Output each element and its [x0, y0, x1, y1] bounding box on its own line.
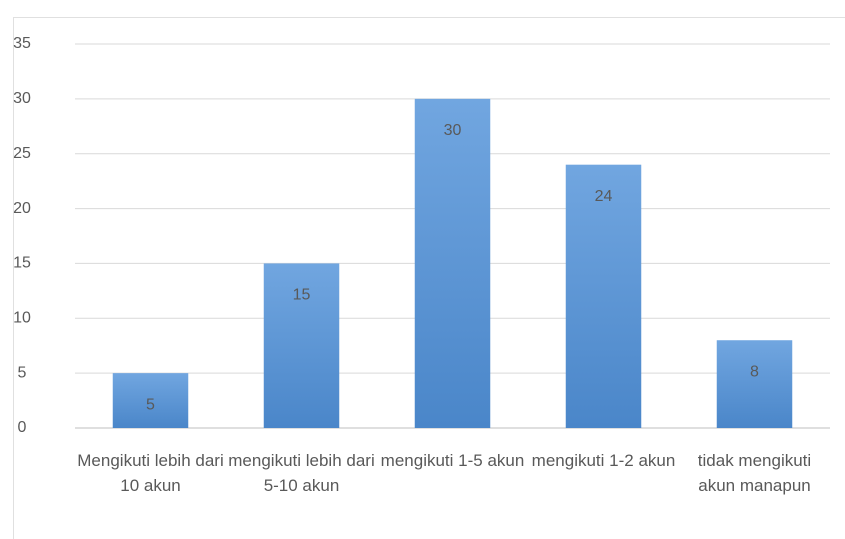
y-tick-label: 0: [18, 419, 27, 436]
bar: [716, 340, 793, 428]
data-label: 5: [146, 396, 155, 413]
y-tick-label: 25: [13, 145, 31, 162]
data-label: 24: [595, 188, 613, 205]
chart-border: [13, 17, 845, 539]
data-label: 8: [750, 363, 759, 380]
x-tick-label: mengikuti 1-5 akun: [380, 451, 525, 470]
bar: [112, 373, 189, 428]
y-tick-label: 20: [13, 200, 31, 217]
y-tick-label: 35: [13, 35, 31, 52]
x-tick-label: Mengikuti lebih dari 10 akun: [77, 451, 224, 495]
x-tick-label: tidak mengikuti akun manapun: [697, 451, 812, 495]
y-tick-label: 15: [13, 255, 31, 272]
bar: [414, 98, 491, 428]
y-tick-label: 30: [13, 90, 31, 107]
bar: [263, 263, 340, 428]
y-tick-label: 5: [18, 364, 27, 381]
data-label: 30: [444, 122, 462, 139]
x-tick-label: mengikuti 1-2 akun: [531, 451, 676, 470]
data-label: 15: [293, 287, 311, 304]
x-tick-label: mengikuti lebih dari 5-10 akun: [228, 451, 375, 495]
y-tick-label: 10: [13, 310, 31, 327]
bar: [565, 164, 642, 428]
